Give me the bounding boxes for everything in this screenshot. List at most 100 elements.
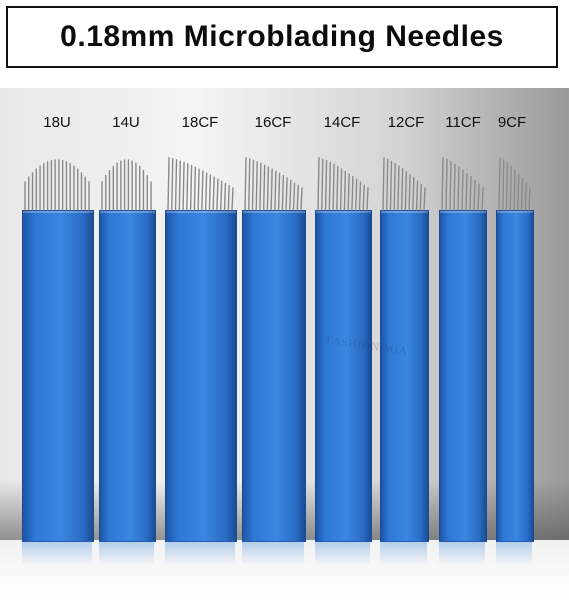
needle-pin: [419, 183, 422, 211]
needle-pin: [473, 179, 476, 211]
needle-pin: [262, 164, 266, 211]
needle-pin: [289, 179, 292, 211]
needle-blade-18u: [22, 210, 94, 542]
needle-pin: [469, 176, 472, 211]
needle-blade-12cf: [380, 210, 429, 542]
needle-pin: [343, 170, 347, 211]
needle-pin: [423, 187, 426, 211]
needle-pin: [502, 159, 505, 211]
needle-pin: [281, 175, 285, 211]
needle-pin: [461, 169, 464, 211]
needle-pin: [465, 172, 468, 211]
needle-pin: [477, 183, 480, 211]
needle-blade-16cf: [242, 210, 306, 542]
needle-pin: [300, 187, 303, 211]
needle-pin: [197, 168, 200, 211]
needle-pin: [351, 175, 354, 211]
needle-pin: [270, 168, 273, 211]
needle-pin: [404, 170, 408, 211]
needle-blade-11cf: [439, 210, 487, 542]
needle-pin: [251, 159, 255, 211]
needle-label-14u: 14U: [112, 114, 140, 131]
needle-pin: [524, 182, 527, 211]
needle-pin: [457, 166, 460, 211]
needle-pin-fan-9cf: [498, 157, 531, 211]
needle-pin: [408, 173, 411, 211]
needle-pin: [509, 165, 512, 211]
needle-blade-14u: [99, 210, 156, 542]
needle-pin: [449, 161, 452, 211]
needle-pin: [285, 177, 288, 211]
needle-pin-fan-18u: [24, 159, 90, 211]
needle-pin: [182, 161, 185, 211]
needle-pin: [223, 182, 227, 211]
needle-pin: [189, 165, 193, 211]
needle-label-16cf: 16CF: [254, 114, 292, 131]
needle-pin: [216, 178, 219, 211]
needle-pin: [227, 185, 230, 211]
needle-pin: [332, 163, 335, 211]
blade-reflection: [242, 541, 304, 565]
needle-pin: [354, 178, 358, 211]
needle-pin: [328, 161, 332, 211]
needle-pin: [347, 173, 350, 211]
needle-label-18cf: 18CF: [181, 114, 219, 131]
needle-pin: [259, 162, 262, 211]
needle-pin: [386, 158, 389, 211]
needle-pin: [274, 170, 277, 211]
page-title: 0.18mm Microblading Needles: [60, 20, 504, 53]
needle-pin: [397, 165, 400, 211]
needle-pin: [186, 163, 189, 211]
needle-blade-14cf: [315, 210, 372, 542]
needle-pin: [178, 160, 181, 211]
needle-pin-fan-11cf: [441, 157, 484, 211]
blade-reflection: [22, 541, 92, 565]
needle-pin: [171, 158, 174, 211]
needle-pin: [255, 161, 258, 211]
blade-reflection: [165, 541, 235, 565]
needle-pin: [498, 157, 501, 211]
needle-pin: [244, 157, 247, 211]
needle-pin: [400, 168, 404, 211]
needle-pin-fan-12cf: [382, 157, 426, 211]
needle-pin-fan-14u: [101, 159, 152, 211]
needle-pin: [167, 157, 170, 211]
needle-pin: [513, 169, 516, 211]
needle-pin-fan-14cf: [317, 157, 369, 211]
blade-reflection: [380, 541, 427, 565]
floor: [0, 540, 569, 600]
needle-pin: [481, 187, 484, 211]
needle-label-11cf: 11CF: [445, 114, 481, 131]
needle-pin: [212, 176, 215, 211]
blade-reflection: [496, 541, 532, 565]
needle-pin: [412, 177, 415, 211]
needle-pin: [366, 187, 369, 211]
needle-blade-18cf: [165, 210, 237, 542]
needle-pin: [505, 162, 509, 211]
needle-pin-fan-16cf: [244, 157, 303, 211]
needle-pin: [317, 157, 320, 211]
needle-label-12cf: 12CF: [387, 114, 425, 131]
needle-pin: [389, 160, 393, 211]
blade-reflection: [439, 541, 485, 565]
needle-pin: [445, 158, 448, 211]
needle-pin: [517, 173, 520, 211]
needle-pin: [453, 163, 456, 211]
needle-pin: [339, 168, 343, 211]
needle-pin: [266, 166, 270, 211]
needle-label-18u: 18U: [43, 114, 71, 131]
needle-pin: [358, 181, 362, 211]
needle-pin: [174, 159, 178, 211]
needle-pin: [201, 170, 204, 211]
needle-pin: [292, 182, 296, 211]
blade-reflection: [99, 541, 154, 565]
needle-pin: [415, 180, 419, 211]
needle-label-9cf: 9CF: [497, 114, 527, 131]
needle-pin: [193, 166, 197, 211]
needle-pin: [336, 165, 339, 211]
needle-pin: [248, 158, 251, 211]
title-banner: 0.18mm Microblading Needles: [6, 6, 558, 68]
needle-pin: [204, 172, 208, 211]
blade-reflection: [315, 541, 370, 565]
needle-pin-fan-18cf: [167, 157, 234, 211]
